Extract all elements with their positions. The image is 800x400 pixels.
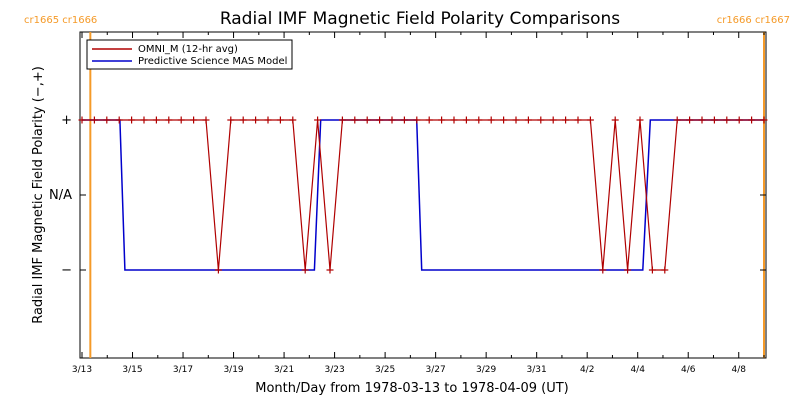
omni-point-marker bbox=[90, 116, 98, 124]
omni-point-marker bbox=[165, 116, 173, 124]
omni-point-marker bbox=[648, 266, 656, 274]
omni-point-marker bbox=[140, 116, 148, 124]
x-tick-label: 3/17 bbox=[173, 365, 193, 375]
omni-point-marker bbox=[599, 266, 607, 274]
omni-point-marker bbox=[462, 116, 470, 124]
omni-point-marker bbox=[735, 116, 743, 124]
omni-point-marker bbox=[438, 116, 446, 124]
x-tick-label: 3/31 bbox=[527, 365, 547, 375]
omni-point-marker bbox=[549, 116, 557, 124]
omni-point-marker bbox=[500, 116, 508, 124]
series-line-mas-model bbox=[82, 119, 764, 271]
omni-point-marker bbox=[214, 266, 222, 274]
x-tick-label: 3/19 bbox=[223, 365, 243, 375]
x-tick-label: 3/21 bbox=[274, 365, 294, 375]
omni-point-marker bbox=[524, 116, 532, 124]
omni-point-marker bbox=[264, 116, 272, 124]
omni-point-marker bbox=[636, 116, 644, 124]
omni-point-marker bbox=[413, 116, 421, 124]
omni-point-marker bbox=[475, 116, 483, 124]
omni-point-marker bbox=[673, 116, 681, 124]
omni-point-marker bbox=[710, 116, 718, 124]
omni-point-marker bbox=[586, 116, 594, 124]
omni-point-marker bbox=[450, 116, 458, 124]
x-tick-label: 3/23 bbox=[324, 365, 344, 375]
plot-frame bbox=[79, 31, 767, 359]
legend-label-omni: OMNI_M (12-hr avg) bbox=[138, 44, 238, 55]
legend-box bbox=[86, 39, 293, 70]
omni-point-marker bbox=[202, 116, 210, 124]
x-tick-label: 4/8 bbox=[731, 365, 746, 375]
omni-point-marker bbox=[289, 116, 297, 124]
omni-point-marker bbox=[748, 116, 756, 124]
y-tick-label: − bbox=[61, 263, 72, 278]
omni-point-marker bbox=[115, 116, 123, 124]
carrington-label-left: cr1665 cr1666 bbox=[24, 15, 97, 26]
chart-title: Radial IMF Magnetic Field Polarity Compa… bbox=[220, 9, 620, 29]
x-tick-label: 3/29 bbox=[476, 365, 496, 375]
omni-point-marker bbox=[512, 116, 520, 124]
omni-point-marker bbox=[425, 116, 433, 124]
omni-point-marker bbox=[301, 266, 309, 274]
omni-point-marker bbox=[574, 116, 582, 124]
omni-point-marker bbox=[760, 116, 768, 124]
omni-point-marker bbox=[276, 116, 284, 124]
x-tick-label: 3/27 bbox=[426, 365, 446, 375]
omni-point-marker bbox=[190, 116, 198, 124]
omni-point-marker bbox=[487, 116, 495, 124]
omni-point-marker bbox=[723, 116, 731, 124]
omni-point-marker bbox=[314, 116, 322, 124]
omni-point-marker bbox=[227, 116, 235, 124]
y-tick-label: N/A bbox=[49, 188, 72, 203]
omni-point-marker bbox=[388, 116, 396, 124]
omni-point-marker bbox=[686, 116, 694, 124]
omni-point-marker bbox=[611, 116, 619, 124]
omni-point-marker bbox=[252, 116, 260, 124]
omni-point-marker bbox=[103, 116, 111, 124]
omni-point-marker bbox=[152, 116, 160, 124]
omni-point-marker bbox=[177, 116, 185, 124]
omni-point-marker bbox=[624, 266, 632, 274]
omni-point-marker bbox=[338, 116, 346, 124]
x-axis-label: Month/Day from 1978-03-13 to 1978-04-09 … bbox=[255, 381, 568, 396]
x-tick-label: 3/15 bbox=[122, 365, 142, 375]
omni-point-marker bbox=[400, 116, 408, 124]
x-tick-label: 3/13 bbox=[72, 365, 92, 375]
x-tick-label: 4/6 bbox=[681, 365, 696, 375]
y-tick-label: + bbox=[61, 113, 72, 128]
omni-point-marker bbox=[661, 266, 669, 274]
series-line-omni bbox=[82, 119, 764, 271]
legend: OMNI_M (12-hr avg) Predictive Science MA… bbox=[86, 39, 293, 70]
omni-point-marker bbox=[351, 116, 359, 124]
omni-point-marker bbox=[363, 116, 371, 124]
omni-point-marker bbox=[537, 116, 545, 124]
omni-point-marker bbox=[78, 116, 86, 124]
x-tick-label: 3/25 bbox=[375, 365, 395, 375]
x-tick-label: 4/2 bbox=[580, 365, 594, 375]
legend-label-mas: Predictive Science MAS Model bbox=[138, 56, 287, 67]
omni-point-marker bbox=[562, 116, 570, 124]
omni-point-marker bbox=[239, 116, 247, 124]
omni-point-marker bbox=[376, 116, 384, 124]
carrington-label-right: cr1666 cr1667 bbox=[717, 15, 790, 26]
omni-point-marker bbox=[326, 266, 334, 274]
omni-point-marker bbox=[698, 116, 706, 124]
y-axis-label: Radial IMF Magnetic Field Polarity (−,+) bbox=[31, 66, 46, 324]
x-tick-label: 4/4 bbox=[630, 365, 645, 375]
omni-point-marker bbox=[128, 116, 136, 124]
